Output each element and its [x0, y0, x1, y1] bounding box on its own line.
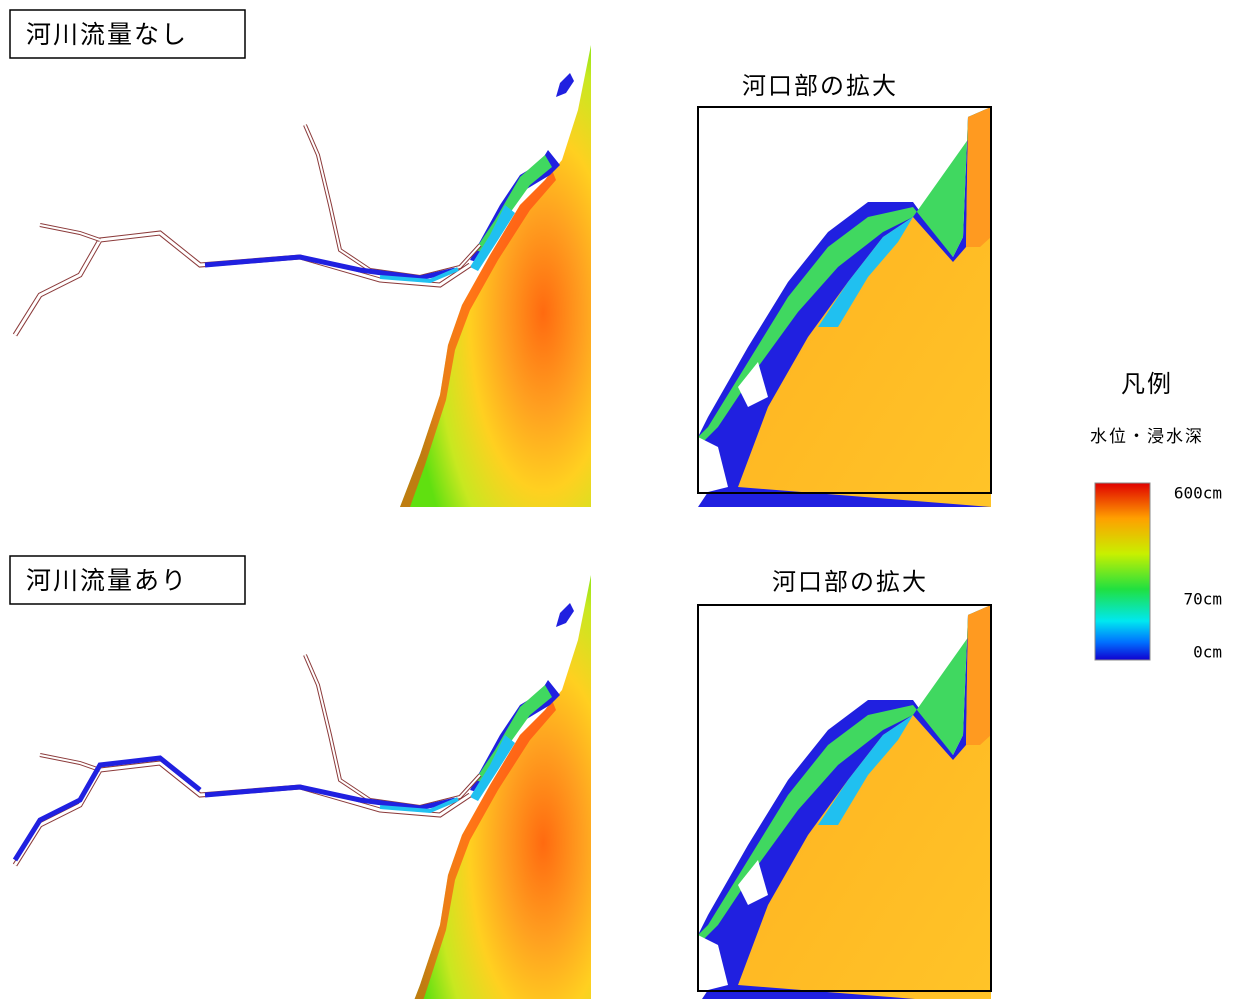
legend-subtitle: 水位・浸水深: [1090, 427, 1204, 447]
zoom-title: 河口部の拡大: [742, 72, 898, 100]
legend: 凡例 水位・浸水深 600cm 70cm 0cm: [1090, 370, 1222, 662]
legend-label: 70cm: [1183, 590, 1222, 609]
panel-with-flow: 河川流量あり 河口部の拡大: [10, 556, 991, 999]
flood-map: [15, 575, 591, 999]
zoom-map: [698, 605, 991, 999]
flood-map: [15, 45, 591, 507]
color-bar: [1095, 483, 1150, 660]
legend-label: 600cm: [1174, 484, 1222, 503]
figure: 河川流量なし 河口部の拡大 河川流量あり 河口部の拡大 凡例 水位・浸水深 60…: [0, 0, 1237, 999]
zoom-map: [698, 107, 991, 507]
panel-label: 河川流量あり: [26, 566, 188, 595]
zoom-title: 河口部の拡大: [772, 568, 928, 596]
legend-title: 凡例: [1121, 370, 1173, 398]
panel-no-flow: 河川流量なし 河口部の拡大: [10, 10, 991, 507]
canvas: 河川流量なし 河口部の拡大 河川流量あり 河口部の拡大 凡例 水位・浸水深 60…: [0, 0, 1237, 999]
panel-label: 河川流量なし: [26, 20, 188, 49]
legend-label: 0cm: [1193, 643, 1222, 662]
